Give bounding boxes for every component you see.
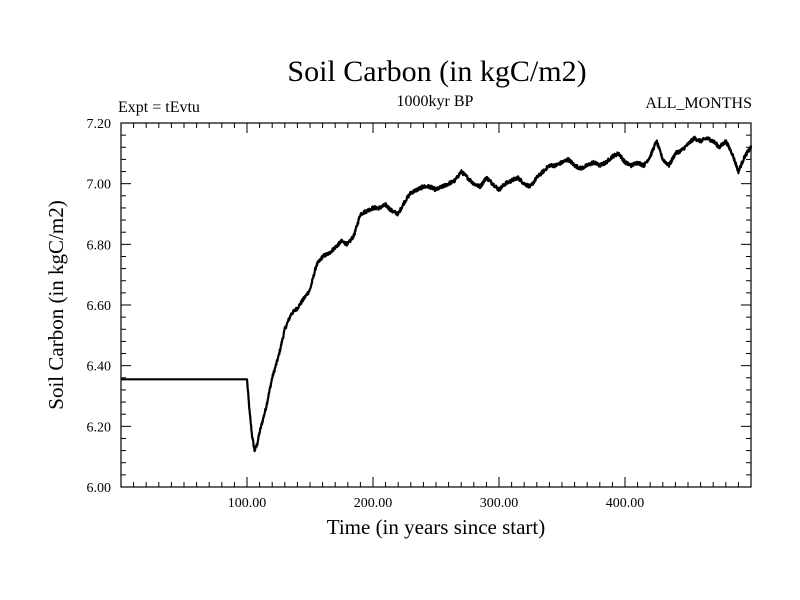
x-tick-label: 400.00 — [606, 496, 645, 511]
x-tick-label: 300.00 — [480, 496, 519, 511]
y-tick-label: 6.40 — [87, 360, 112, 375]
x-axis-label: Time (in years since start) — [327, 515, 546, 539]
y-tick-label: 6.20 — [87, 420, 112, 435]
axis-ticks — [121, 122, 751, 488]
x-tick-label: 200.00 — [354, 496, 393, 511]
chart-subtitle: 1000kyr BP — [397, 93, 474, 110]
y-tick-label: 6.00 — [87, 481, 112, 496]
y-axis-label: Soil Carbon (in kgC/m2) — [44, 200, 68, 409]
plot-frame — [120, 122, 752, 488]
x-tick-label: 100.00 — [228, 496, 267, 511]
months-label: ALL_MONTHS — [645, 95, 752, 112]
y-tick-label: 6.60 — [87, 299, 112, 314]
axis-tick-labels: 100.00 200.00 300.00 400.00 6.00 6.20 6.40 6.60… — [87, 117, 645, 511]
y-tick-label: 7.00 — [87, 178, 112, 193]
chart-title: Soil Carbon (in kgC/m2) — [287, 55, 586, 88]
expt-label: Expt = tEvtu — [118, 99, 200, 116]
series-line-soil-carbon — [120, 135, 753, 453]
y-tick-label: 6.80 — [87, 238, 112, 253]
y-tick-label: 7.20 — [87, 117, 112, 132]
